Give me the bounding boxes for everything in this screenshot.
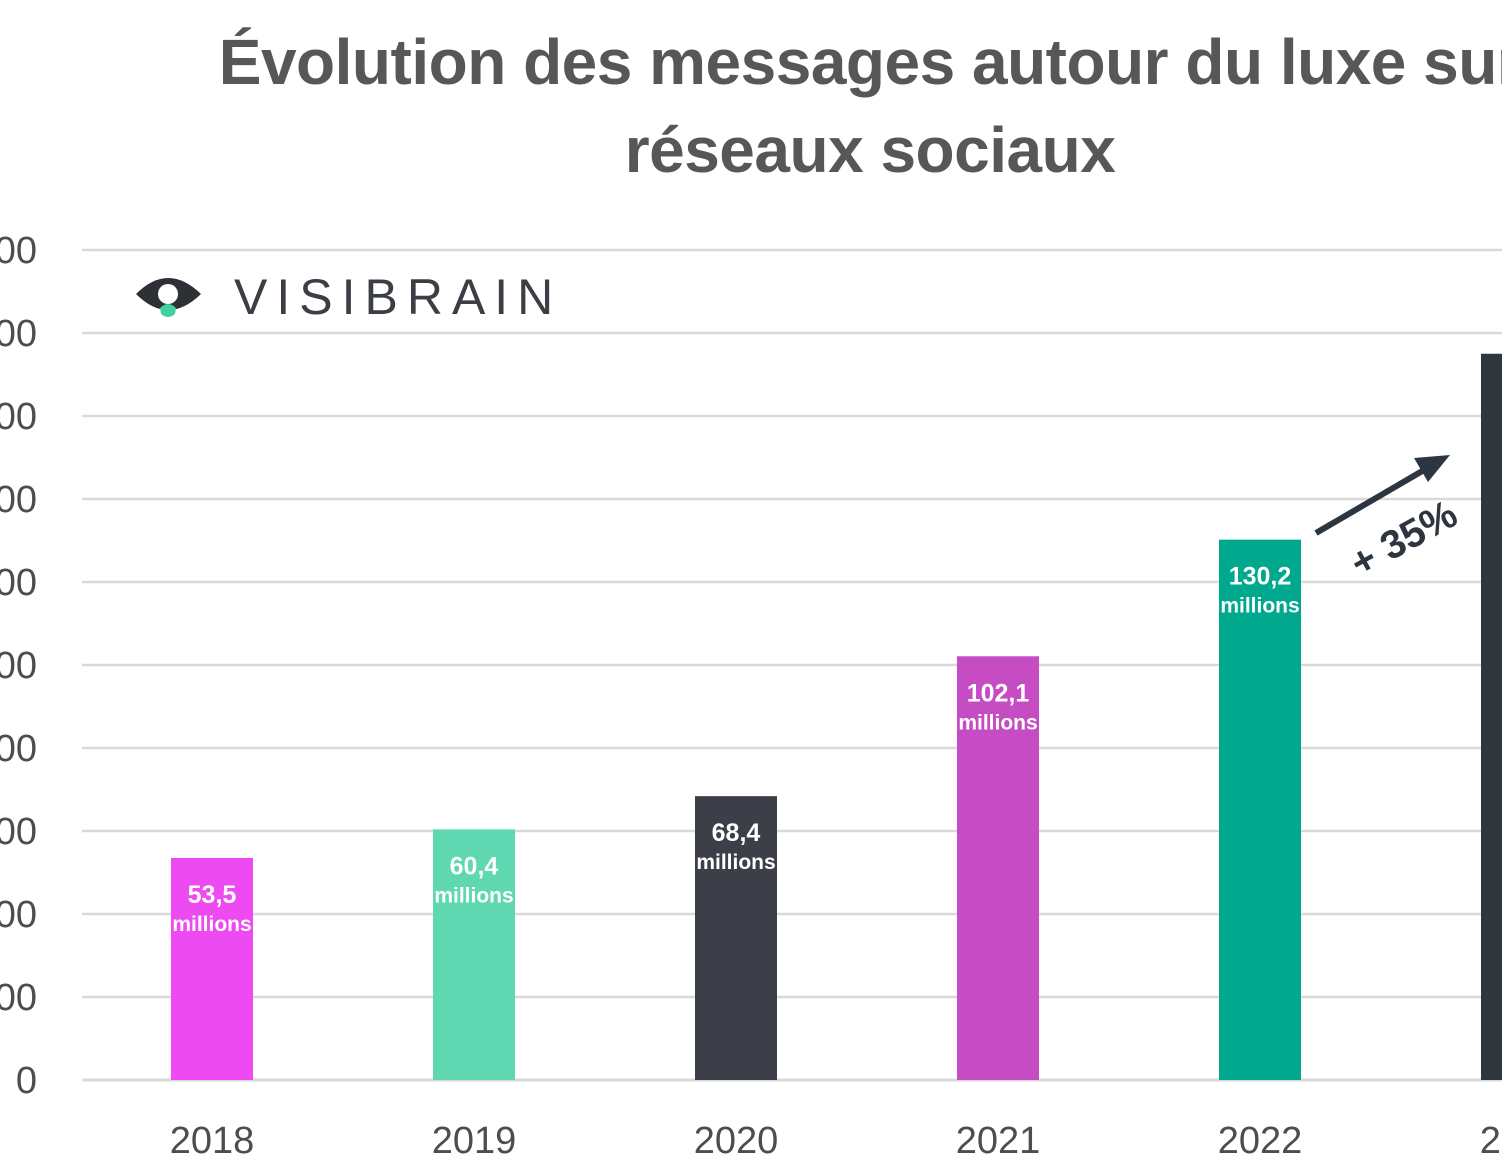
x-tick-label: 2023 [1480,1120,1502,1162]
growth-annotation: + 35% [1314,455,1465,586]
bar-2020 [695,796,777,1080]
x-tick-label: 2020 [694,1120,779,1162]
bar-unit-label: millions [696,851,775,874]
bar-2019 [433,829,515,1080]
y-tick-label: 00 [0,396,37,438]
y-tick-label: 00 [0,230,37,272]
bar-2022 [1219,539,1301,1080]
bar-value-label: 60,4 [450,852,499,880]
x-tick-label: 2021 [956,1120,1041,1162]
bar-unit-label: millions [434,884,513,907]
x-tick-label: 2022 [1218,1120,1303,1162]
bar-unit-label: millions [1220,595,1299,618]
eye-icon [136,278,201,317]
bar-unit-label: millions [172,913,251,936]
bar-2021 [957,656,1039,1080]
bar-value-label: 68,4 [712,819,761,847]
y-tick-label: 00 [0,728,37,770]
bar-2018 [171,857,253,1080]
y-tick-label: 00 [0,977,37,1019]
chart-title: Évolution des messages autour du luxe su… [0,18,1502,194]
bar-2023 [1481,353,1502,1080]
x-tick-label: 2019 [432,1120,517,1162]
y-tick-label: 00 [0,894,37,936]
bar-value-label: 53,5 [188,881,237,909]
bar-unit-label: millions [958,711,1037,734]
x-axis-tick-labels: 2018 2019 2020 2021 2022 2023 [170,1120,1502,1162]
bar-data-labels: 53,5 millions 60,4 millions 68,4 millions 102,… [172,563,1299,936]
visibrain-logo: VISIBRAIN [136,269,562,325]
chart-title-line-2: réseaux sociaux [624,114,1116,186]
logo-text: VISIBRAIN [234,269,562,325]
x-tick-label: 2018 [170,1120,255,1162]
bar-value-label: 102,1 [967,679,1030,707]
y-tick-label: 00 [0,645,37,687]
bar-value-label: 130,2 [1229,563,1292,591]
y-tick-label: 00 [0,811,37,853]
y-tick-label: 0 [16,1060,37,1102]
y-tick-label: 00 [0,562,37,604]
chart-title-line-1: Évolution des messages autour du luxe su… [218,26,1502,98]
y-tick-label: 00 [0,479,37,521]
bars [171,353,1502,1080]
y-tick-label: 00 [0,313,37,355]
